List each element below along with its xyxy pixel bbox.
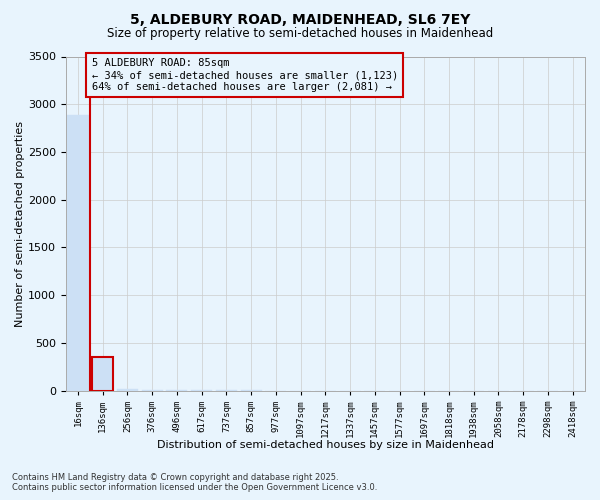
- Bar: [92, 356, 113, 390]
- X-axis label: Distribution of semi-detached houses by size in Maidenhead: Distribution of semi-detached houses by …: [157, 440, 494, 450]
- Text: 5, ALDEBURY ROAD, MAIDENHEAD, SL6 7EY: 5, ALDEBURY ROAD, MAIDENHEAD, SL6 7EY: [130, 12, 470, 26]
- Bar: [67, 115, 89, 390]
- Text: Size of property relative to semi-detached houses in Maidenhead: Size of property relative to semi-detach…: [107, 28, 493, 40]
- Text: 5 ALDEBURY ROAD: 85sqm
← 34% of semi-detached houses are smaller (1,123)
64% of : 5 ALDEBURY ROAD: 85sqm ← 34% of semi-det…: [92, 58, 398, 92]
- Text: Contains HM Land Registry data © Crown copyright and database right 2025.
Contai: Contains HM Land Registry data © Crown c…: [12, 473, 377, 492]
- Y-axis label: Number of semi-detached properties: Number of semi-detached properties: [15, 120, 25, 326]
- Bar: [117, 389, 138, 390]
